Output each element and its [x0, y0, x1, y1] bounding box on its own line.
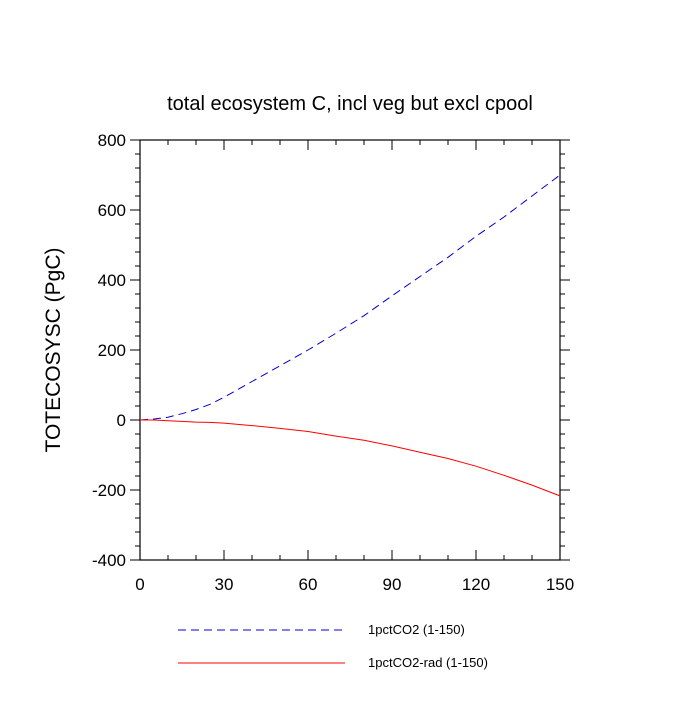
plot-area: 0 30 60 90 120 150 -400 -200 0 200 400 600 800: [92, 131, 574, 594]
legend: 1pctCO2 (1-150) 1pctCO2-rad (1-150): [178, 622, 488, 670]
x-tick-label: 120: [462, 575, 490, 594]
x-tick-label: 150: [546, 575, 574, 594]
y-tick-label: 400: [98, 271, 126, 290]
chart-title: total ecosystem C, incl veg but excl cpo…: [167, 93, 533, 115]
legend-label-2: 1pctCO2-rad (1-150): [368, 655, 488, 670]
x-tick-label: 60: [299, 575, 318, 594]
y-tick-label: 0: [117, 411, 126, 430]
y-axis-label: TOTECOSYSC (PgC): [42, 248, 65, 453]
x-tick-label: 0: [135, 575, 144, 594]
plot-frame: [139, 139, 561, 561]
x-tick-label: 90: [383, 575, 402, 594]
y-tick-label: -200: [92, 481, 126, 500]
series-line-1: [139, 174, 561, 421]
y-tick-label: 200: [98, 341, 126, 360]
y-tick-label: -400: [92, 551, 126, 570]
series-line-2: [140, 419, 561, 497]
legend-label-1: 1pctCO2 (1-150): [368, 622, 465, 637]
x-tick-label: 30: [215, 575, 234, 594]
y-tick-label: 800: [98, 131, 126, 150]
y-tick-label: 600: [98, 201, 126, 220]
